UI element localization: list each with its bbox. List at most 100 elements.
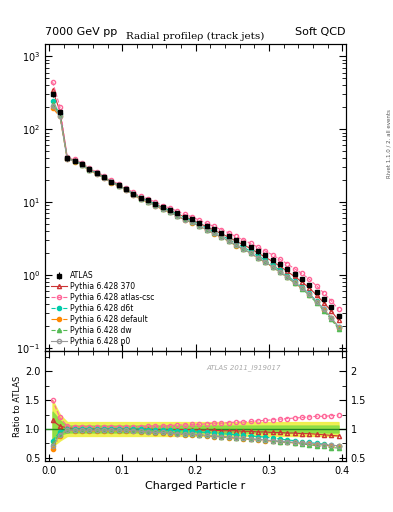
Pythia 6.428 370 — [292, 273, 297, 280]
Pythia 6.428 370 — [175, 210, 180, 217]
Pythia 6.428 370 — [189, 217, 194, 223]
Pythia 6.428 default — [307, 292, 312, 298]
Pythia 6.428 370 — [321, 300, 326, 306]
Pythia 6.428 default — [79, 162, 84, 168]
Pythia 6.428 default — [321, 307, 326, 313]
Pythia 6.428 dw — [321, 308, 326, 314]
Pythia 6.428 dw — [101, 174, 106, 180]
Pythia 6.428 p0 — [123, 187, 128, 193]
Pythia 6.428 dw — [175, 212, 180, 219]
Pythia 6.428 dw — [204, 226, 209, 232]
Pythia 6.428 370 — [219, 230, 224, 237]
Pythia 6.428 370 — [57, 108, 62, 114]
Pythia 6.428 p0 — [241, 246, 246, 252]
Pythia 6.428 atlas-csc — [226, 230, 231, 236]
Pythia 6.428 p0 — [336, 324, 341, 330]
Pythia 6.428 p0 — [233, 242, 238, 248]
Pythia 6.428 p0 — [57, 113, 62, 119]
Pythia 6.428 atlas-csc — [94, 169, 99, 175]
Pythia 6.428 atlas-csc — [160, 203, 165, 209]
Pythia 6.428 d6t — [241, 244, 246, 250]
Pythia 6.428 default — [50, 105, 55, 111]
Pythia 6.428 atlas-csc — [292, 266, 297, 272]
Pythia 6.428 p0 — [307, 291, 312, 297]
Pythia 6.428 d6t — [72, 158, 77, 164]
Pythia 6.428 dw — [241, 246, 246, 252]
Pythia 6.428 default — [197, 223, 202, 229]
Pythia 6.428 dw — [50, 100, 55, 106]
Pythia 6.428 p0 — [285, 274, 290, 280]
Pythia 6.428 dw — [211, 230, 216, 237]
Pythia 6.428 d6t — [87, 166, 92, 173]
Pythia 6.428 atlas-csc — [145, 196, 150, 202]
Pythia 6.428 370 — [241, 242, 246, 248]
Pythia 6.428 370 — [50, 87, 55, 93]
Pythia 6.428 p0 — [145, 199, 150, 205]
Pythia 6.428 dw — [233, 242, 238, 248]
Pythia 6.428 370 — [182, 214, 187, 220]
Pythia 6.428 p0 — [248, 250, 253, 256]
Pythia 6.428 d6t — [182, 215, 187, 221]
Pythia 6.428 default — [314, 299, 319, 305]
Pythia 6.428 d6t — [285, 273, 290, 279]
Pythia 6.428 dw — [109, 179, 114, 185]
Pythia 6.428 p0 — [211, 230, 216, 237]
Pythia 6.428 370 — [285, 268, 290, 274]
Pythia 6.428 atlas-csc — [131, 189, 136, 196]
Pythia 6.428 370 — [116, 182, 121, 188]
Pythia 6.428 default — [138, 196, 143, 202]
Pythia 6.428 atlas-csc — [182, 211, 187, 218]
Pythia 6.428 d6t — [109, 179, 114, 185]
Pythia 6.428 default — [241, 246, 246, 252]
Pythia 6.428 default — [101, 175, 106, 181]
Pythia 6.428 atlas-csc — [116, 181, 121, 187]
Pythia 6.428 default — [72, 159, 77, 165]
Pythia 6.428 370 — [167, 207, 172, 214]
Pythia 6.428 dw — [123, 186, 128, 193]
Pythia 6.428 d6t — [204, 225, 209, 231]
Pythia 6.428 p0 — [204, 226, 209, 232]
Pythia 6.428 d6t — [116, 182, 121, 188]
Pythia 6.428 dw — [336, 326, 341, 332]
Pythia 6.428 d6t — [65, 155, 70, 161]
Pythia 6.428 370 — [109, 179, 114, 185]
Pythia 6.428 d6t — [138, 195, 143, 201]
Pythia 6.428 p0 — [182, 217, 187, 223]
Pythia 6.428 370 — [65, 155, 70, 161]
Pythia 6.428 d6t — [314, 298, 319, 304]
Pythia 6.428 dw — [182, 216, 187, 222]
Pythia 6.428 d6t — [270, 262, 275, 268]
Pythia 6.428 atlas-csc — [263, 248, 268, 254]
Pythia 6.428 default — [182, 217, 187, 223]
Pythia 6.428 370 — [138, 195, 143, 201]
Pythia 6.428 dw — [145, 199, 150, 205]
Pythia 6.428 d6t — [189, 218, 194, 224]
Pythia 6.428 dw — [87, 167, 92, 173]
Pythia 6.428 default — [255, 255, 260, 261]
Pythia 6.428 d6t — [123, 186, 128, 192]
Pythia 6.428 d6t — [197, 221, 202, 227]
Pythia 6.428 p0 — [175, 213, 180, 219]
Pythia 6.428 dw — [189, 219, 194, 225]
Pythia 6.428 default — [329, 315, 334, 321]
Pythia 6.428 p0 — [314, 298, 319, 305]
Pythia 6.428 p0 — [292, 280, 297, 286]
Pythia 6.428 atlas-csc — [109, 177, 114, 183]
Text: 7000 GeV pp: 7000 GeV pp — [45, 27, 118, 37]
Pythia 6.428 atlas-csc — [197, 217, 202, 223]
Pythia 6.428 default — [160, 206, 165, 212]
Pythia 6.428 p0 — [138, 196, 143, 202]
Pythia 6.428 default — [131, 192, 136, 198]
Pythia 6.428 370 — [270, 259, 275, 265]
Pythia 6.428 p0 — [94, 170, 99, 177]
Pythia 6.428 atlas-csc — [336, 306, 341, 312]
Pythia 6.428 370 — [123, 186, 128, 192]
Pythia 6.428 p0 — [87, 167, 92, 173]
Pythia 6.428 d6t — [263, 257, 268, 263]
Pythia 6.428 dw — [197, 223, 202, 229]
Pythia 6.428 p0 — [329, 314, 334, 321]
Pythia 6.428 d6t — [336, 324, 341, 330]
Pythia 6.428 dw — [160, 206, 165, 212]
Pythia 6.428 370 — [101, 174, 106, 180]
Pythia 6.428 dw — [57, 112, 62, 118]
